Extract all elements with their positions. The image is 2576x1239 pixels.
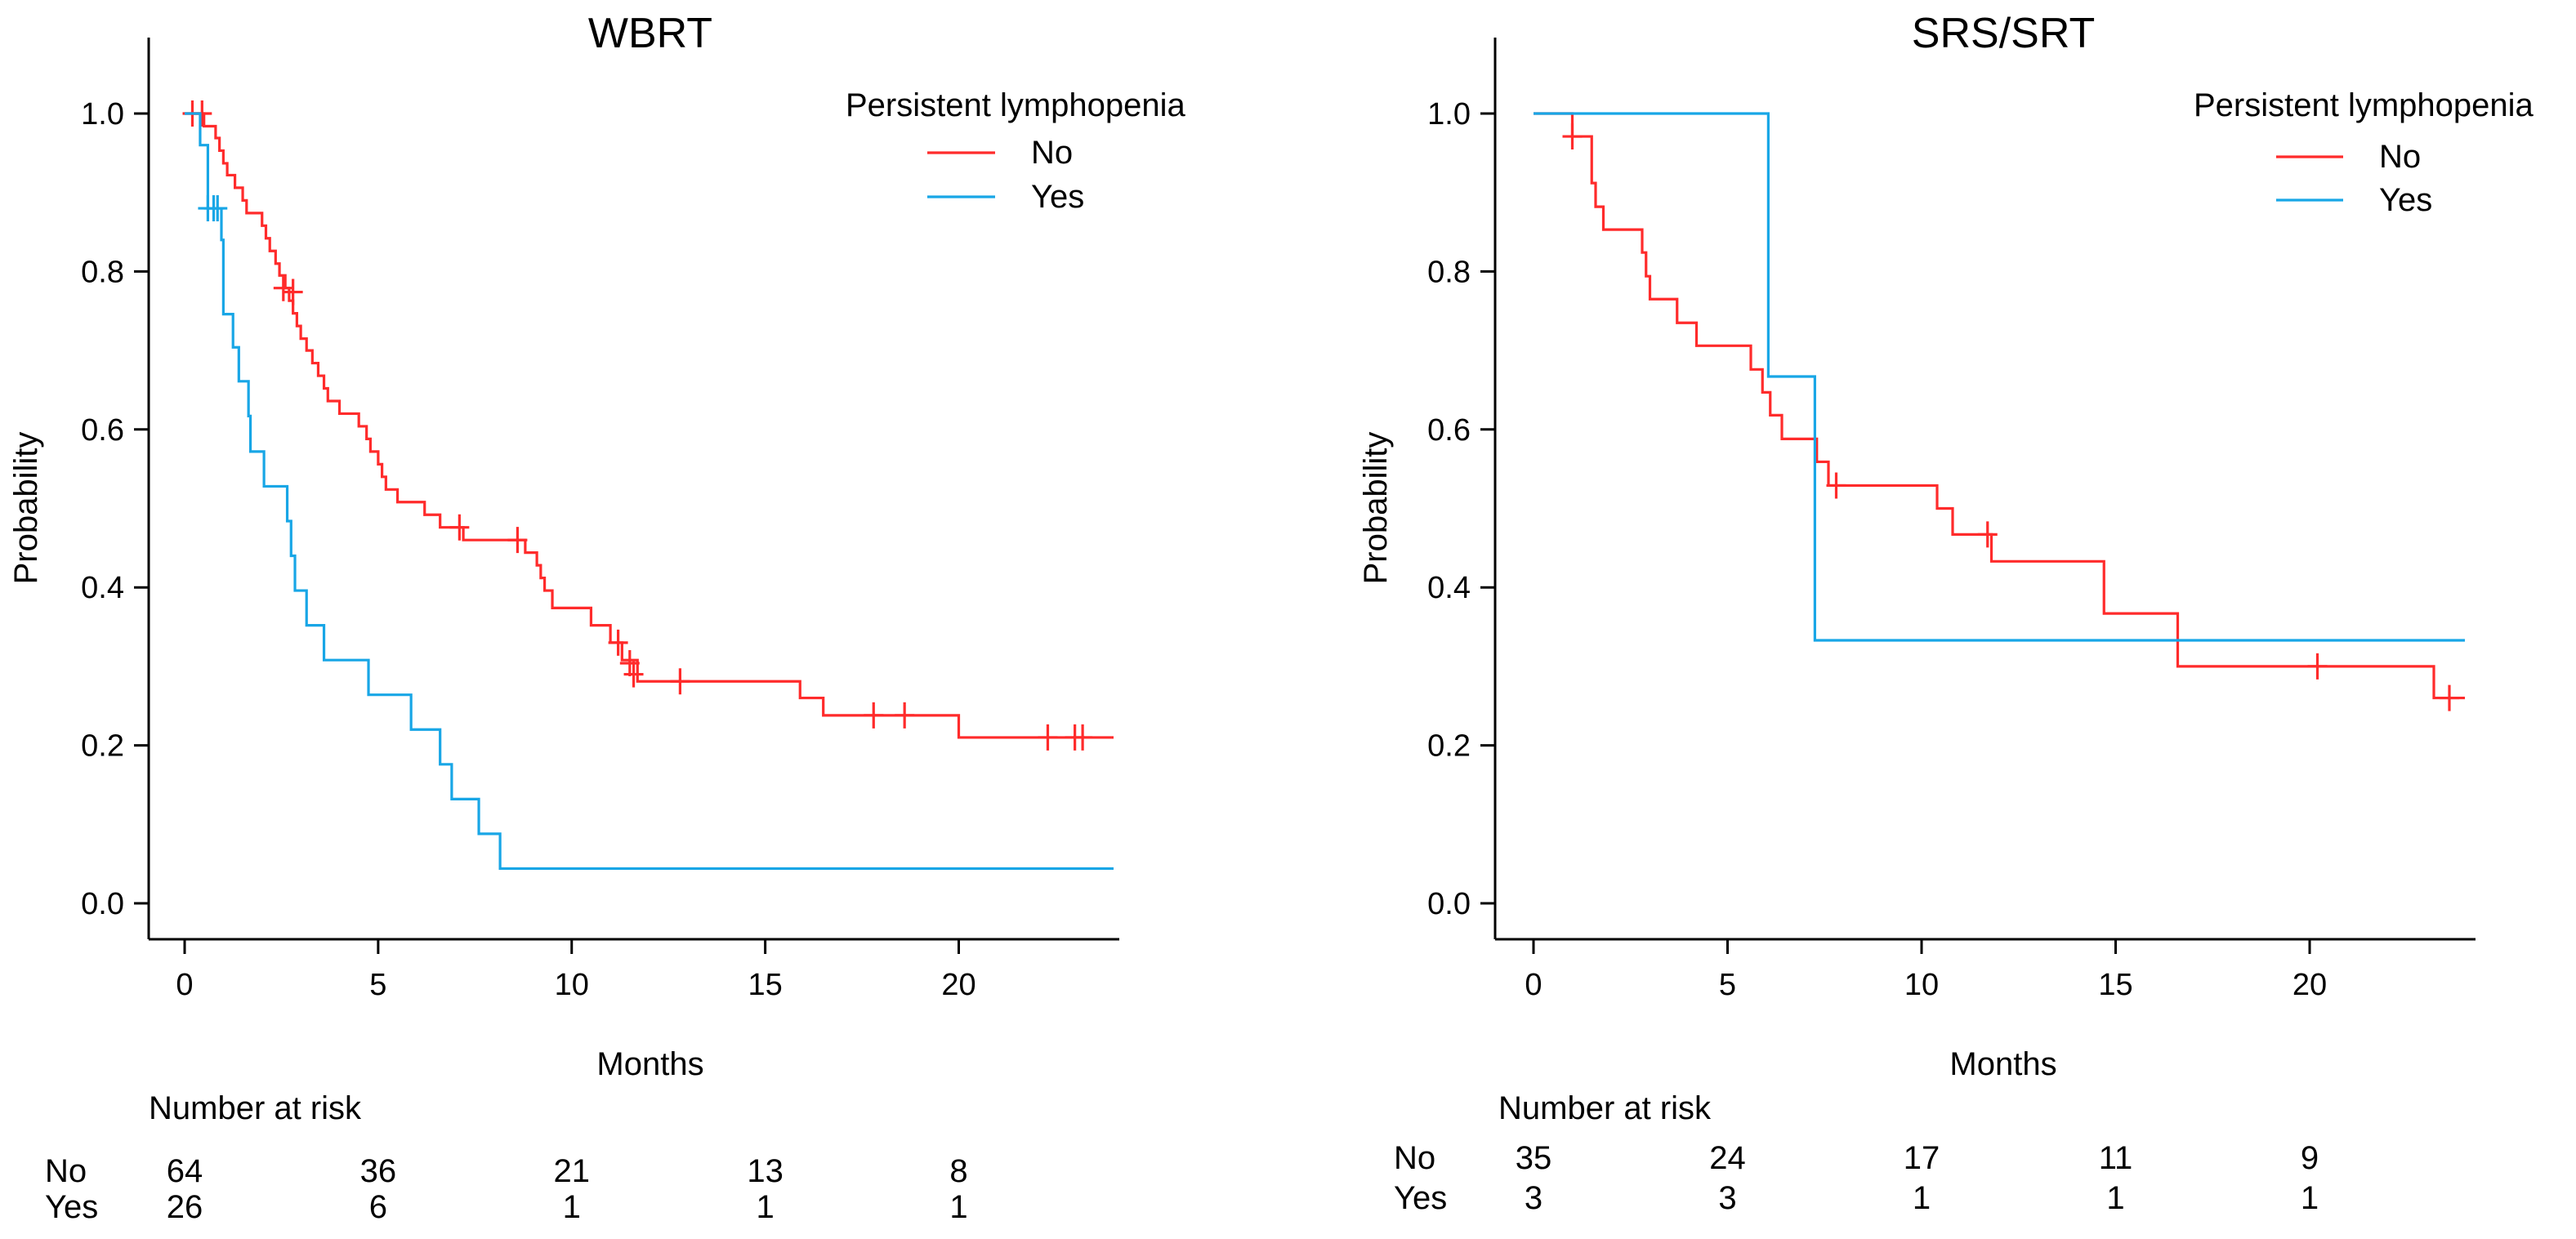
km-panel-wbrt: WBRT 0 5 10 15 20 0.0 0.2 0.4 0.6 0.8 1.0 Probabilit… [8,10,1186,1225]
risk-value: 24 [1709,1140,1746,1176]
x-tick-label: 20 [941,968,975,1002]
legend: Persistent lymphopenia No Yes [2194,87,2534,218]
censor-mark [208,195,228,222]
x-axis-label: Months [596,1046,703,1082]
y-tick-label: 0.8 [81,255,124,289]
panel-title: WBRT [588,10,712,57]
censor-mark [623,661,644,688]
km-curve-yes [185,112,1114,871]
x-tick-label: 10 [555,968,589,1002]
risk-value: 9 [2301,1140,2319,1176]
risk-value: 1 [2106,1180,2124,1216]
y-tick-label: 0.4 [81,571,124,605]
legend-title: Persistent lymphopenia [846,87,1186,123]
y-axis-label: Probability [8,432,44,585]
censor-mark [273,274,293,301]
x-tick-label: 10 [1904,968,1939,1002]
censor-mark [1826,472,1846,499]
risk-value: 36 [360,1153,397,1189]
y-tick-label: 0.0 [1427,887,1471,921]
legend-label: Yes [1031,179,1084,215]
y-tick-label: 1.0 [81,97,124,131]
risk-value: 1 [757,1189,775,1225]
censor-mark [2440,684,2459,711]
y-tick-label: 0.2 [1427,729,1471,764]
risk-value: 8 [949,1153,967,1189]
censor-mark [1562,123,1583,150]
panel-title: SRS/SRT [1912,10,2095,57]
x-tick-label: 0 [1525,968,1542,1002]
risk-value: 3 [1718,1180,1736,1216]
km-curve-yes [1534,112,2465,642]
censor-mark [670,668,690,695]
legend: Persistent lymphopenia No Yes [846,87,1186,215]
y-tick-label: 0.0 [81,887,124,921]
risk-table-title: Number at risk [1498,1090,1712,1126]
km-curve-no [185,112,1114,739]
risk-row-label: Yes [1394,1180,1447,1216]
x-tick-label: 5 [1719,968,1736,1002]
x-tick-label: 15 [2098,968,2132,1002]
y-axis-label: Probability [1358,432,1394,585]
risk-value: 3 [1525,1180,1542,1216]
y-tick-label: 0.4 [1427,571,1471,605]
risk-value: 1 [563,1189,581,1225]
censor-mark [864,702,884,729]
risk-value: 35 [1516,1140,1552,1176]
censor-mark [1073,724,1093,751]
censor-mark [895,702,915,729]
censor-mark [507,527,528,554]
risk-value: 17 [1904,1140,1940,1176]
risk-value: 13 [747,1153,784,1189]
x-tick-label: 15 [748,968,782,1002]
y-tick-label: 0.6 [1427,413,1471,448]
x-axis-label: Months [1949,1046,2056,1082]
risk-value: 21 [554,1153,591,1189]
x-tick-label: 5 [369,968,386,1002]
risk-table-title: Number at risk [149,1090,362,1126]
km-panel-srs-srt: SRS/SRT 0 5 10 15 20 0.0 0.2 0.4 0.6 0.8 1.0 Probabi… [1358,10,2534,1216]
censor-mark [449,514,470,541]
legend-label: Yes [2379,182,2432,218]
legend-label: No [1031,135,1073,171]
risk-value: 11 [2099,1140,2133,1176]
censor-mark [619,650,640,677]
censor-mark [1038,724,1058,751]
x-tick-label: 20 [2293,968,2327,1002]
censor-mark [608,629,628,656]
y-tick-label: 1.0 [1427,97,1471,131]
risk-value: 26 [167,1189,203,1225]
y-tick-label: 0.8 [1427,255,1471,289]
risk-row-label: No [45,1153,87,1189]
legend-title: Persistent lymphopenia [2194,87,2534,123]
risk-value: 1 [1913,1180,1931,1216]
censor-mark [2307,653,2328,680]
x-tick-label: 0 [176,968,193,1002]
risk-value: 1 [949,1189,967,1225]
risk-row-label: No [1394,1140,1435,1176]
risk-row-label: Yes [45,1189,98,1225]
censor-mark [1977,521,1998,548]
censor-mark [283,279,303,305]
risk-table: Number at risk No 64 36 21 13 8 Yes 26 6 1 1 1 [45,1090,968,1225]
risk-value: 1 [2301,1180,2319,1216]
km-curve-no [1534,112,2465,700]
y-tick-label: 0.2 [81,729,124,764]
risk-value: 6 [369,1189,387,1225]
legend-label: No [2379,139,2421,175]
risk-value: 64 [167,1153,203,1189]
y-tick-label: 0.6 [81,413,124,448]
